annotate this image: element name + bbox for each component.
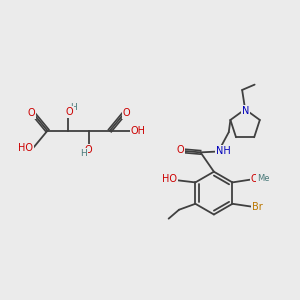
Text: H: H <box>80 149 87 158</box>
Text: HO: HO <box>18 143 33 153</box>
Text: O: O <box>176 145 184 155</box>
Text: O: O <box>123 108 130 118</box>
Text: O: O <box>65 107 73 117</box>
Text: Me: Me <box>257 174 269 183</box>
Text: Br: Br <box>252 202 262 212</box>
Text: O: O <box>251 174 259 184</box>
Text: N: N <box>242 106 249 116</box>
Text: HO: HO <box>162 174 177 184</box>
Text: OH: OH <box>130 126 146 136</box>
Text: NH: NH <box>216 146 231 157</box>
Text: O: O <box>27 108 34 118</box>
Text: H: H <box>70 103 77 112</box>
Text: O: O <box>85 145 92 155</box>
